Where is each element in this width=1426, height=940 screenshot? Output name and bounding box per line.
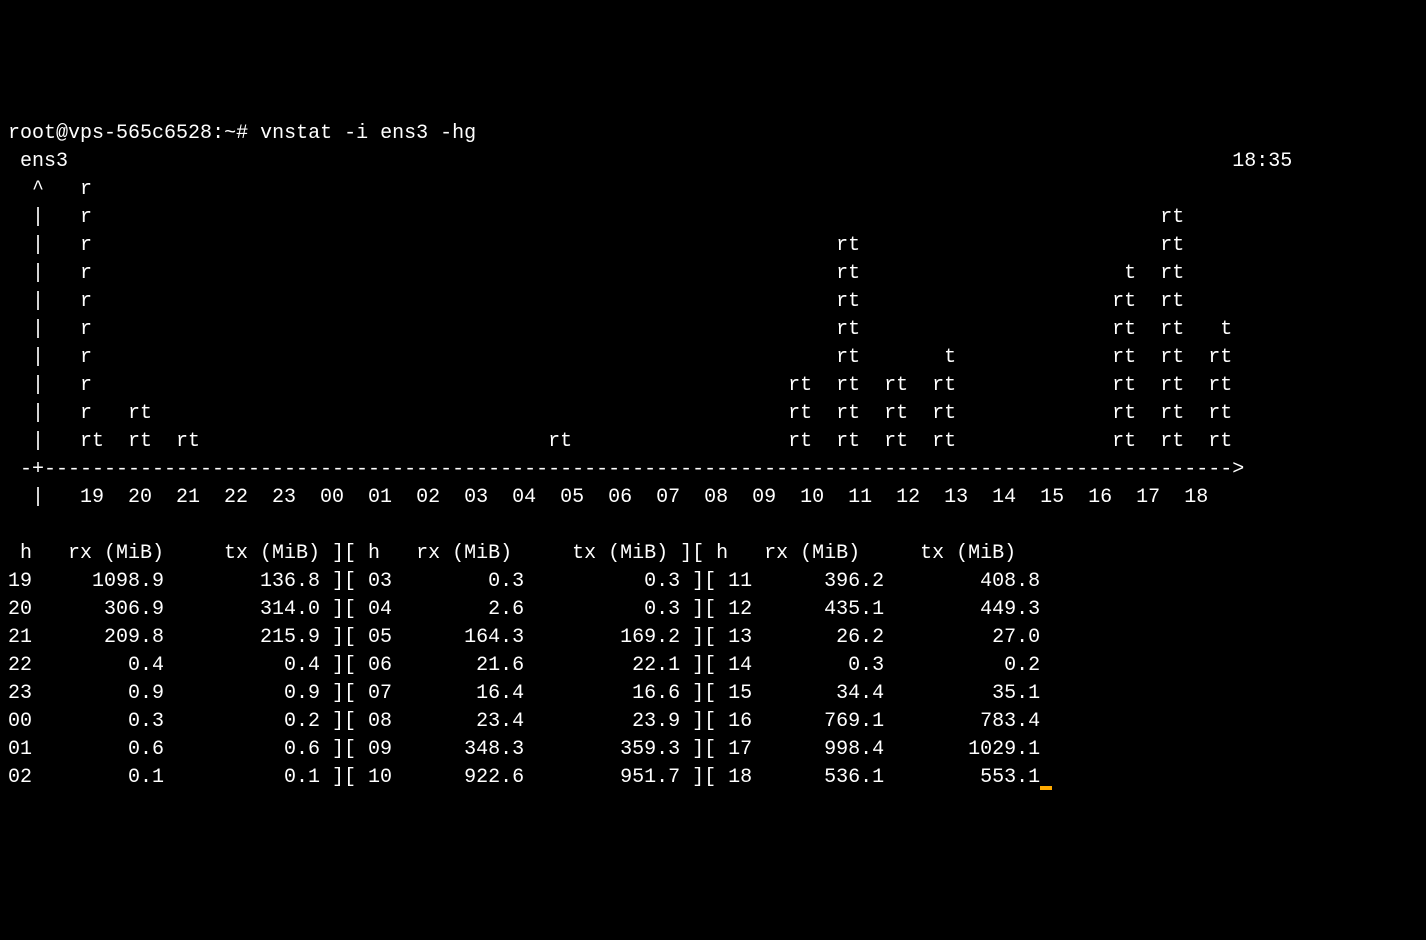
header-time: 18:35 [1232, 150, 1292, 173]
prompt-user: root [8, 122, 56, 145]
header-line: ens3 18:35 [8, 150, 1292, 173]
interface-name: ens3 [20, 150, 68, 173]
cursor [1040, 786, 1052, 790]
prompt-host: vps-565c6528 [68, 122, 212, 145]
terminal-output: root@vps-565c6528:~# vnstat -i ens3 -hg … [8, 120, 1418, 792]
axis-labels: | 19 20 21 22 23 00 01 02 03 04 05 06 07… [8, 486, 1208, 509]
command-text: vnstat -i ens3 -hg [260, 122, 476, 145]
axis-line: -+--------------------------------------… [8, 458, 1244, 481]
table-area: h rx (MiB) tx (MiB) ][ h rx (MiB) tx (Mi… [8, 542, 1040, 789]
prompt-symbol: # [236, 122, 248, 145]
prompt-path: ~ [224, 122, 236, 145]
chart-area: ^ r | r rt | r rt [8, 178, 1232, 453]
prompt-line: root@vps-565c6528:~# vnstat -i ens3 -hg [8, 122, 476, 145]
